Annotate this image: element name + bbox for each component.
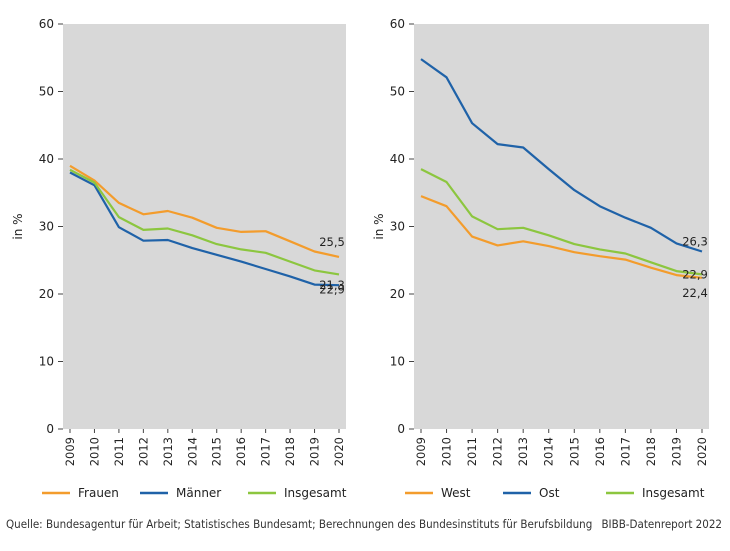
source-note: Quelle: Bundesagentur für Arbeit; Statis…: [6, 517, 592, 531]
y-tick-label: 10: [390, 355, 405, 369]
end-value-label: 22,9: [319, 282, 345, 296]
x-tick-label: 2020: [332, 437, 346, 466]
y-tick-label: 0: [46, 422, 54, 436]
y-axis-label: in %: [372, 213, 386, 239]
x-tick-label: 2017: [259, 437, 273, 466]
x-tick-label: 2017: [618, 437, 632, 466]
x-tick-label: 2015: [210, 437, 224, 466]
x-tick-label: 2015: [567, 437, 581, 466]
legend-label: Ost: [539, 486, 560, 500]
x-tick-label: 2010: [87, 437, 101, 466]
x-tick-label: 2010: [440, 437, 454, 466]
chart-panel-right: 0 10 20 30 40 50 60 in % 2009 2010 2011 2012 2013 201…: [372, 17, 709, 500]
x-tick-label: 2020: [695, 437, 709, 466]
y-tick-label: 20: [390, 287, 405, 301]
x-tick-label: 2009: [414, 437, 428, 466]
y-tick-label: 50: [39, 85, 54, 99]
x-tick-label: 2013: [161, 437, 175, 466]
x-tick-label: 2012: [491, 437, 505, 466]
x-tick-label: 2019: [308, 437, 322, 466]
x-tick-label: 2009: [63, 437, 77, 466]
y-axis-label: in %: [11, 213, 25, 239]
x-tick-label: 2011: [112, 437, 126, 466]
legend-label: Insgesamt: [642, 486, 705, 500]
x-tick-label: 2018: [644, 437, 658, 466]
x-tick-label: 2014: [185, 437, 199, 466]
y-tick-label: 60: [390, 17, 405, 31]
report-credit: BIBB-Datenreport 2022: [601, 517, 722, 531]
x-tick-label: 2019: [669, 437, 683, 466]
x-tick-label: 2018: [283, 437, 297, 466]
end-value-label: 22,9: [682, 267, 708, 281]
x-tick-label: 2014: [542, 437, 556, 466]
x-tick-label: 2011: [465, 437, 479, 466]
y-tick-label: 10: [39, 355, 54, 369]
y-tick-label: 40: [39, 152, 54, 166]
legend-label: Frauen: [78, 486, 119, 500]
x-tick-label: 2016: [234, 437, 248, 466]
y-tick-label: 40: [390, 152, 405, 166]
y-tick-label: 30: [39, 220, 54, 234]
end-value-label: 22,4: [682, 286, 708, 300]
end-value-label: 26,3: [682, 234, 708, 248]
y-tick-label: 0: [397, 422, 405, 436]
footer: Quelle: Bundesagentur für Arbeit; Statis…: [6, 517, 722, 537]
x-tick-label: 2012: [136, 437, 150, 466]
y-tick-label: 50: [390, 85, 405, 99]
chart-panel-left: 0 10 20 30 40 50 60 in % 2009 2010 2011 2012 2013 201…: [11, 17, 347, 500]
legend-label: Männer: [176, 486, 221, 500]
y-tick-label: 20: [39, 287, 54, 301]
plot-background: [414, 24, 709, 429]
y-tick-label: 30: [390, 220, 405, 234]
end-value-label: 25,5: [319, 235, 345, 249]
legend-label: Insgesamt: [284, 486, 347, 500]
x-tick-label: 2013: [516, 437, 530, 466]
legend-label: West: [441, 486, 471, 500]
plot-background: [63, 24, 346, 429]
y-tick-label: 60: [39, 17, 54, 31]
x-tick-label: 2016: [593, 437, 607, 466]
